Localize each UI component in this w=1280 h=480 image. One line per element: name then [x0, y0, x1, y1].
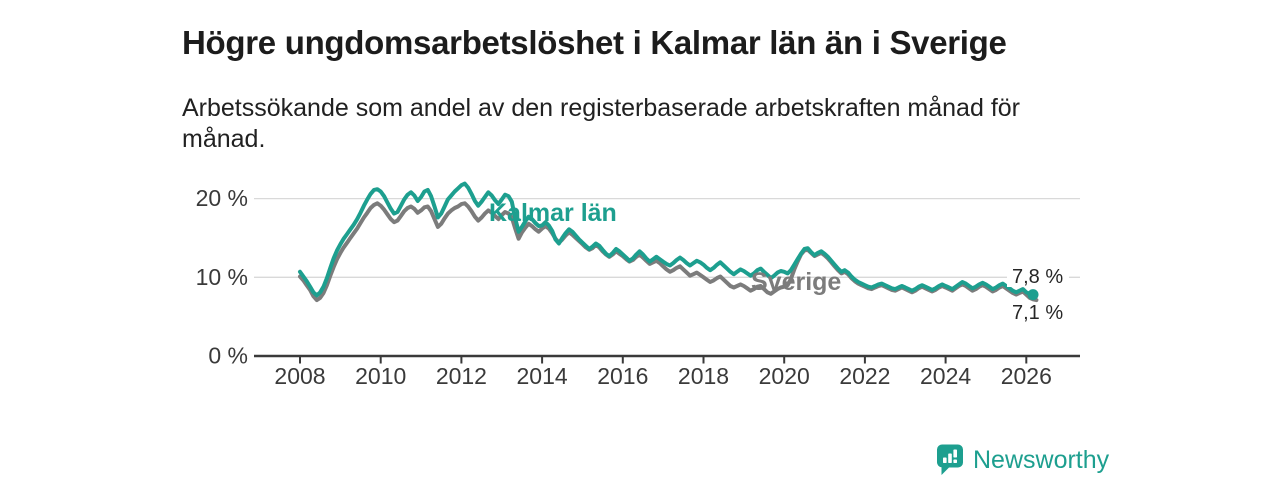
x-tick-label-2024: 2024 — [920, 363, 971, 389]
newsworthy-logo-text: Newsworthy — [973, 445, 1110, 474]
series-line-kalmar — [298, 181, 1035, 298]
x-tick-label-2010: 2010 — [355, 363, 406, 389]
x-tick-label-2014: 2014 — [517, 363, 568, 389]
x-tick-label-2008: 2008 — [274, 363, 325, 389]
x-tick-label-2012: 2012 — [436, 363, 487, 389]
y-tick-label-0: 0 % — [208, 343, 248, 369]
x-axis-ticks: 2008 2010 2012 2014 2016 2018 2020 2022 2024 2026 — [274, 356, 1052, 389]
x-tick-label-2026: 2026 — [1001, 363, 1052, 389]
y-tick-label-20: 20 % — [196, 185, 248, 211]
x-tick-label-2020: 2020 — [759, 363, 810, 389]
end-value-label-sverige: 7,1 % — [1012, 302, 1063, 324]
gridlines — [254, 197, 1080, 278]
end-value-label-kalmar: 7,8 % — [1012, 266, 1063, 288]
newsworthy-bar-chart-bubble-icon — [937, 444, 963, 475]
x-tick-label-2018: 2018 — [678, 363, 729, 389]
page-title: Högre ungdomsarbetslöshet i Kalmar län ä… — [182, 24, 1007, 62]
x-tick-label-2022: 2022 — [839, 363, 890, 389]
y-tick-label-10: 10 % — [196, 264, 248, 290]
x-tick-label-2016: 2016 — [597, 363, 648, 389]
chart-subtitle: Arbetssökande som andel av den registerb… — [182, 94, 1020, 153]
end-label-backdrop — [1007, 265, 1069, 287]
series-label-kalmar: Kalmar län — [489, 199, 617, 227]
series-end-marker-dot — [1027, 289, 1039, 301]
series-label-sverige: Sverige — [751, 268, 841, 296]
newsworthy-logo[interactable]: Newsworthy — [936, 444, 1109, 476]
